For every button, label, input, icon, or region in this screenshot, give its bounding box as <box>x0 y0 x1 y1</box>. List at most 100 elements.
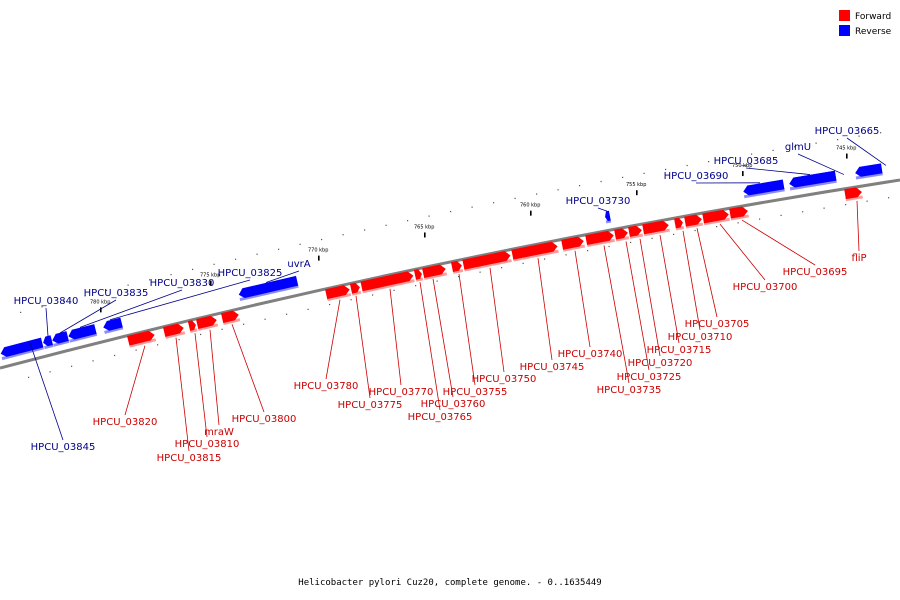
gene-label-fliP[interactable]: fliP <box>851 253 866 264</box>
gene-label-HPCU_03820[interactable]: HPCU_03820 <box>93 417 158 428</box>
gene-label-HPCU_03685[interactable]: HPCU_03685 <box>714 156 779 167</box>
gene-HPCU_03695[interactable] <box>729 206 749 221</box>
gene-HPCU_03710[interactable] <box>674 217 685 231</box>
gene-body[interactable] <box>0 337 44 358</box>
gene-body[interactable] <box>844 187 862 200</box>
gene-body[interactable] <box>642 220 669 235</box>
gene-HPCU_03735[interactable] <box>585 230 615 248</box>
gene-label-HPCU_03765[interactable]: HPCU_03765 <box>408 412 473 423</box>
gene-label-HPCU_03740[interactable]: HPCU_03740 <box>558 349 623 360</box>
gene-label-uvrA[interactable]: uvrA <box>287 259 310 270</box>
gene-label-HPCU_03810[interactable]: HPCU_03810 <box>175 439 240 450</box>
gene-label-HPCU_03760[interactable]: HPCU_03760 <box>421 399 486 410</box>
gene-label-HPCU_03710[interactable]: HPCU_03710 <box>668 332 733 343</box>
gene-body[interactable] <box>67 324 97 341</box>
gene-HPCU_03840[interactable] <box>42 335 54 350</box>
gene-body[interactable] <box>674 217 684 229</box>
gene-HPCU_03755[interactable] <box>450 260 464 274</box>
gene-HPCU_03665[interactable] <box>854 163 883 180</box>
gene-body[interactable] <box>413 269 423 280</box>
gene-body[interactable] <box>604 210 611 222</box>
gene-HPCU_03745[interactable] <box>511 241 559 262</box>
gene-label-HPCU_03770[interactable]: HPCU_03770 <box>369 387 434 398</box>
gene-HPCU_03825[interactable] <box>102 317 124 334</box>
gene-HPCU_03830[interactable] <box>67 324 98 343</box>
gene-body[interactable] <box>729 206 748 219</box>
gene-HPCU_03800[interactable] <box>220 309 241 325</box>
gene-body[interactable] <box>561 236 585 250</box>
gene-HPCU_03685[interactable] <box>788 170 837 191</box>
gene-HPCU_03720[interactable] <box>628 225 644 239</box>
gene-body[interactable] <box>220 309 240 324</box>
gene-label-HPCU_03695[interactable]: HPCU_03695 <box>783 267 848 278</box>
gene-HPCU_03780[interactable] <box>325 284 352 302</box>
gene-label-HPCU_03720[interactable]: HPCU_03720 <box>628 358 693 369</box>
gene-label-HPCU_03780[interactable]: HPCU_03780 <box>294 381 359 392</box>
gene-HPCU_03835[interactable] <box>51 331 70 347</box>
gene-body[interactable] <box>360 270 414 292</box>
gene-label-HPCU_03705[interactable]: HPCU_03705 <box>685 319 750 330</box>
gene-label-mraW[interactable]: mraW <box>204 427 234 438</box>
gene-label-HPCU_03815[interactable]: HPCU_03815 <box>157 453 222 464</box>
gene-body[interactable] <box>349 282 361 294</box>
gene-label-HPCU_03840[interactable]: HPCU_03840 <box>14 296 79 307</box>
gene-label-HPCU_03775[interactable]: HPCU_03775 <box>338 400 403 411</box>
gene-HPCU_03725[interactable] <box>614 227 630 242</box>
gene-label-HPCU_03845[interactable]: HPCU_03845 <box>31 442 96 453</box>
gene-label-HPCU_03700[interactable]: HPCU_03700 <box>733 282 798 293</box>
gene-label-HPCU_03745[interactable]: HPCU_03745 <box>520 362 585 373</box>
gene-body[interactable] <box>42 335 53 347</box>
gene-label-glmU[interactable]: glmU <box>785 142 811 153</box>
gene-body[interactable] <box>162 322 185 337</box>
gene-HPCU_03845[interactable] <box>0 337 44 361</box>
gene-label-HPCU_03725[interactable]: HPCU_03725 <box>617 372 682 383</box>
gene-body[interactable] <box>238 275 299 299</box>
gene-body[interactable] <box>684 214 703 227</box>
gene-body[interactable] <box>195 315 218 329</box>
gene-HPCU_03740[interactable] <box>561 236 586 252</box>
gene-HPCU_03820[interactable] <box>127 330 157 348</box>
gene-body[interactable] <box>585 230 614 246</box>
gene-label-HPCU_03735[interactable]: HPCU_03735 <box>597 385 662 396</box>
gene-HPCU_03730[interactable] <box>604 210 612 224</box>
gene-body[interactable] <box>628 225 643 237</box>
gene-body[interactable] <box>742 179 785 196</box>
gene-body[interactable] <box>422 263 447 279</box>
gene-HPCU_03810[interactable] <box>187 320 198 333</box>
gene-uvrA[interactable] <box>238 275 299 302</box>
gene-HPCU_03715[interactable] <box>642 220 670 237</box>
gene-body[interactable] <box>127 330 156 346</box>
gene-body[interactable] <box>511 241 558 260</box>
gene-label-HPCU_03835[interactable]: HPCU_03835 <box>84 288 149 299</box>
gene-HPCU_03750[interactable] <box>462 250 512 272</box>
gene-fliP[interactable] <box>844 187 863 202</box>
gene-body[interactable] <box>325 284 351 300</box>
gene-label-HPCU_03730[interactable]: HPCU_03730 <box>566 196 631 207</box>
gene-HPCU_03815[interactable] <box>162 322 186 339</box>
gene-HPCU_03765[interactable] <box>413 269 424 282</box>
gene-mraW[interactable] <box>195 315 219 331</box>
gene-HPCU_03770[interactable] <box>360 270 415 294</box>
gene-body[interactable] <box>614 227 629 240</box>
gene-label-HPCU_03755[interactable]: HPCU_03755 <box>443 387 508 398</box>
gene-body[interactable] <box>788 170 837 189</box>
gene-body[interactable] <box>187 320 197 331</box>
gene-body[interactable] <box>462 250 511 270</box>
gene-body[interactable] <box>450 260 463 272</box>
gene-HPCU_03690[interactable] <box>742 179 785 199</box>
gene-body[interactable] <box>51 331 69 345</box>
gene-body[interactable] <box>854 163 883 177</box>
gene-body[interactable] <box>702 209 729 224</box>
gene-label-HPCU_03825[interactable]: HPCU_03825 <box>218 268 283 279</box>
gene-label-HPCU_03800[interactable]: HPCU_03800 <box>232 414 297 425</box>
gene-label-HPCU_03830[interactable]: HPCU_03830 <box>150 278 215 289</box>
gene-HPCU_03760[interactable] <box>422 263 448 280</box>
gene-label-HPCU_03665[interactable]: HPCU_03665 <box>815 126 880 137</box>
gene-HPCU_03775[interactable] <box>349 282 362 296</box>
gene-label-HPCU_03690[interactable]: HPCU_03690 <box>664 171 729 182</box>
gene-body[interactable] <box>102 317 123 332</box>
gene-label-HPCU_03715[interactable]: HPCU_03715 <box>647 345 712 356</box>
gene-HPCU_03700[interactable] <box>702 209 730 226</box>
gene-HPCU_03705[interactable] <box>684 214 704 229</box>
gene-label-HPCU_03750[interactable]: HPCU_03750 <box>472 374 537 385</box>
